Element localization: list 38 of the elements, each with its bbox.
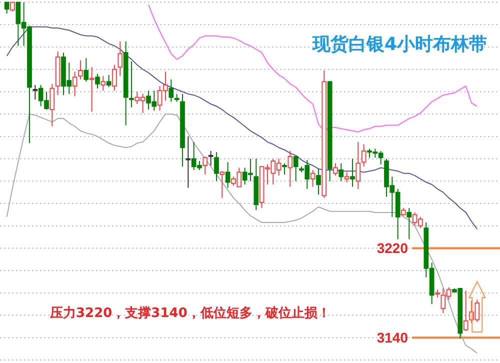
annotation: 压力3220，支撑3140，低位短多，破位止损！ (49, 306, 330, 321)
y-tick-label: 3220 (376, 240, 408, 256)
candlestick (118, 40, 123, 77)
candlestick (344, 172, 350, 183)
candlestick (225, 162, 230, 188)
candlestick (338, 162, 344, 182)
candlestick (78, 60, 83, 80)
candlestick (100, 76, 106, 92)
candlestick (288, 150, 293, 188)
candlestick (106, 74, 112, 88)
candlestick (89, 66, 94, 112)
candlestick (202, 156, 208, 175)
line-series (6, 114, 478, 354)
candlestick (214, 152, 219, 182)
candlestick (112, 64, 117, 92)
candlestick (316, 168, 321, 196)
candlestick (220, 170, 225, 198)
candlestick (310, 169, 316, 188)
candlestick (463, 290, 468, 332)
candlestick (4, 2, 10, 14)
candlestick (282, 162, 287, 175)
candlestick (333, 162, 338, 176)
candlestick (406, 207, 412, 240)
candlestick (293, 156, 298, 182)
candlestick (95, 73, 100, 89)
y-tick-label: 3140 (376, 330, 408, 346)
candlestick (72, 71, 78, 97)
candlestick (129, 61, 134, 108)
candlestick (350, 158, 355, 188)
candlestick (356, 142, 361, 190)
text: 现货白银4小时布林带 (311, 34, 487, 55)
candlestick (186, 136, 191, 188)
candlestick (32, 84, 38, 100)
candlestick (84, 58, 89, 82)
candlestick (361, 144, 366, 168)
candlestick (208, 150, 214, 166)
candlestick (168, 78, 174, 102)
candlestick (50, 83, 55, 127)
